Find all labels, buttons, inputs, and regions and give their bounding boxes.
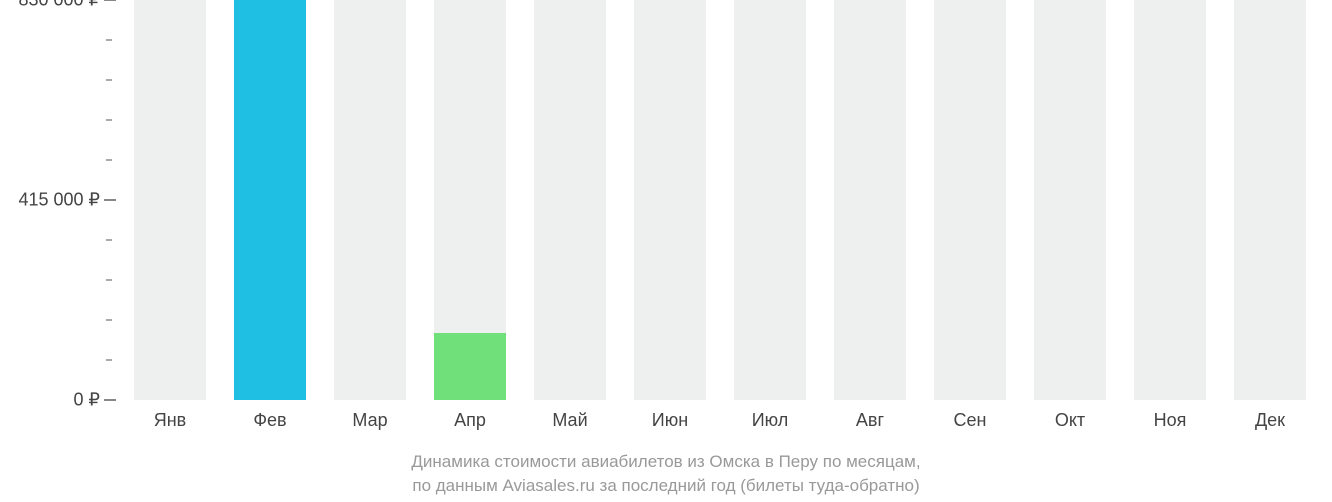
bar-slot [1120, 0, 1220, 400]
x-axis-labels: ЯнвФевМарАпрМайИюнИюлАвгСенОктНояДек [120, 410, 1320, 440]
y-tick-minor [106, 319, 112, 321]
x-axis-month-label: Авг [820, 410, 920, 440]
y-tick-minor [106, 159, 112, 161]
bar-background [834, 0, 906, 400]
x-axis-month-label: Май [520, 410, 620, 440]
bar-value [234, 0, 306, 400]
bar-background [334, 0, 406, 400]
bar-slot [420, 0, 520, 400]
bar-slot [720, 0, 820, 400]
y-tick-minor [106, 79, 112, 81]
bar-slot [1220, 0, 1320, 400]
chart-caption-line1: Динамика стоимости авиабилетов из Омска … [0, 450, 1332, 474]
x-axis-month-label: Июл [720, 410, 820, 440]
chart-caption-line2: по данным Aviasales.ru за последний год … [0, 474, 1332, 498]
plot-area [120, 0, 1320, 400]
bar-background [1134, 0, 1206, 400]
y-tick-minor [106, 119, 112, 121]
y-tick-minor [106, 279, 112, 281]
bar-background [634, 0, 706, 400]
bar-value [434, 333, 506, 400]
y-tick-mark [104, 199, 116, 201]
y-tick-mark [104, 399, 116, 401]
bar-background [1234, 0, 1306, 400]
y-tick-label: 415 000 ₽ [18, 190, 100, 211]
bar-slot [220, 0, 320, 400]
bar-slot [320, 0, 420, 400]
x-axis-month-label: Сен [920, 410, 1020, 440]
bar-slot [120, 0, 220, 400]
x-axis-month-label: Янв [120, 410, 220, 440]
y-tick-minor [106, 239, 112, 241]
price-by-month-chart: 830 000 ₽ 415 000 ₽ 0 ₽ ЯнвФевМарАпрМайИюн… [0, 0, 1332, 502]
x-axis-month-label: Мар [320, 410, 420, 440]
bar-slot [820, 0, 920, 400]
x-axis-month-label: Июн [620, 410, 720, 440]
x-axis-month-label: Ноя [1120, 410, 1220, 440]
bar-background [534, 0, 606, 400]
y-tick-label: 830 000 ₽ [18, 0, 100, 11]
y-axis: 830 000 ₽415 000 ₽0 ₽ [0, 0, 120, 400]
bar-background [134, 0, 206, 400]
bar-background [734, 0, 806, 400]
x-axis-month-label: Окт [1020, 410, 1120, 440]
y-tick-minor [106, 359, 112, 361]
y-tick-label: 0 ₽ [74, 390, 100, 411]
bar-slot [520, 0, 620, 400]
bar-slot [1020, 0, 1120, 400]
bar-slot [920, 0, 1020, 400]
y-tick-minor [106, 39, 112, 41]
y-tick-mark [104, 0, 116, 1]
x-axis-month-label: Фев [220, 410, 320, 440]
bar-background [1034, 0, 1106, 400]
bar-background [934, 0, 1006, 400]
bars-container [120, 0, 1320, 400]
bar-slot [620, 0, 720, 400]
x-axis-month-label: Дек [1220, 410, 1320, 440]
x-axis-month-label: Апр [420, 410, 520, 440]
